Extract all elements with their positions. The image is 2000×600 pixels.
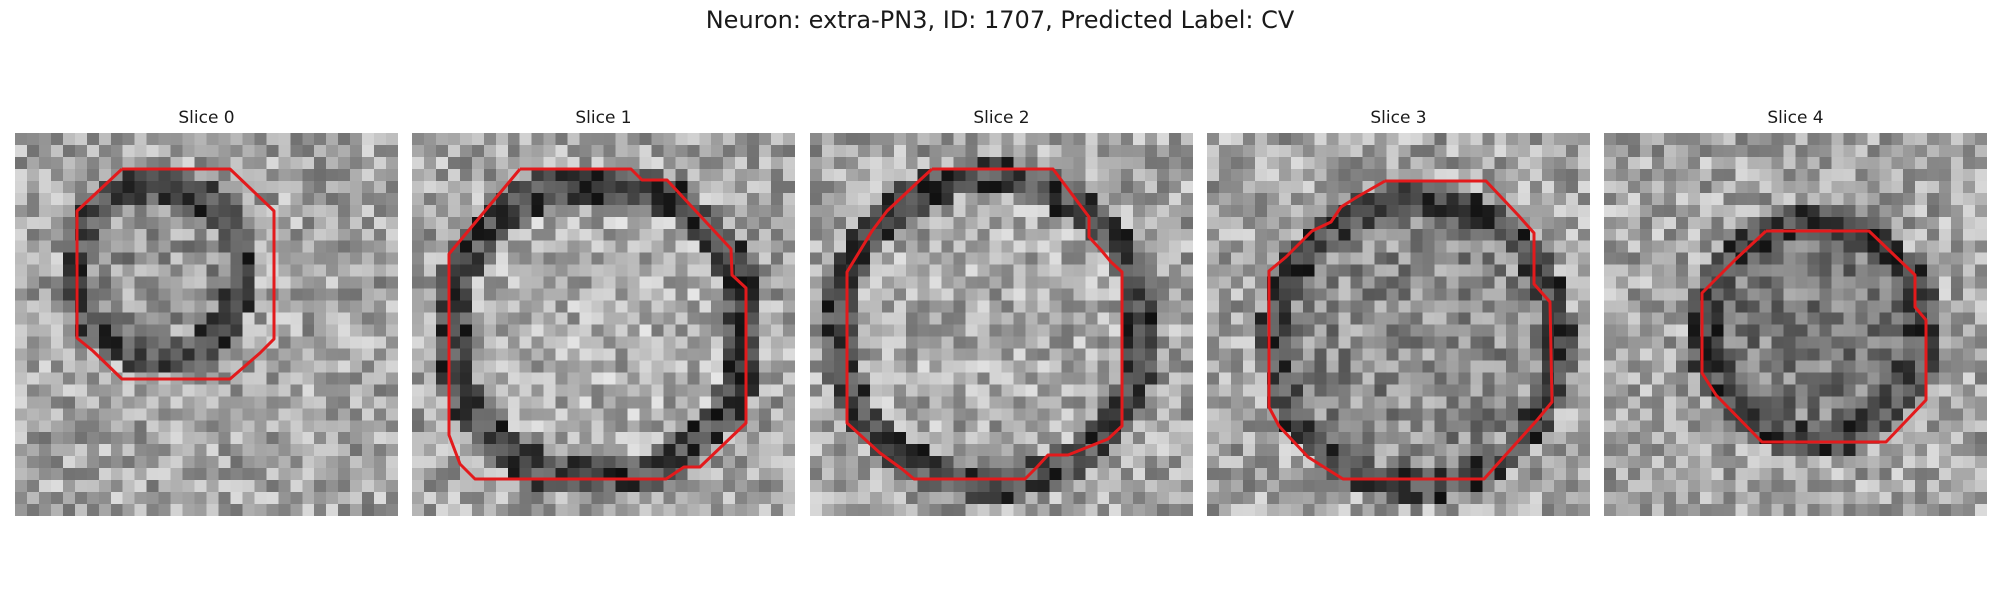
slice-title: Slice 2	[973, 108, 1030, 128]
microscopy-image	[15, 133, 398, 516]
slice-title: Slice 1	[575, 108, 632, 128]
segmentation-contour	[75, 167, 276, 381]
figure-title: Neuron: extra-PN3, ID: 1707, Predicted L…	[705, 6, 1295, 34]
segmentation-contour	[845, 167, 1124, 481]
segmentation-contour	[1267, 179, 1554, 481]
microscopy-image	[810, 133, 1193, 516]
segmentation-contour	[447, 167, 748, 481]
microscopy-image	[1604, 133, 1987, 516]
slice-title: Slice 0	[178, 108, 235, 128]
slice-title: Slice 3	[1370, 108, 1427, 128]
microscopy-image	[412, 133, 795, 516]
slice-title: Slice 4	[1767, 108, 1824, 128]
microscopy-image	[1207, 133, 1590, 516]
segmentation-contour	[1700, 229, 1928, 444]
